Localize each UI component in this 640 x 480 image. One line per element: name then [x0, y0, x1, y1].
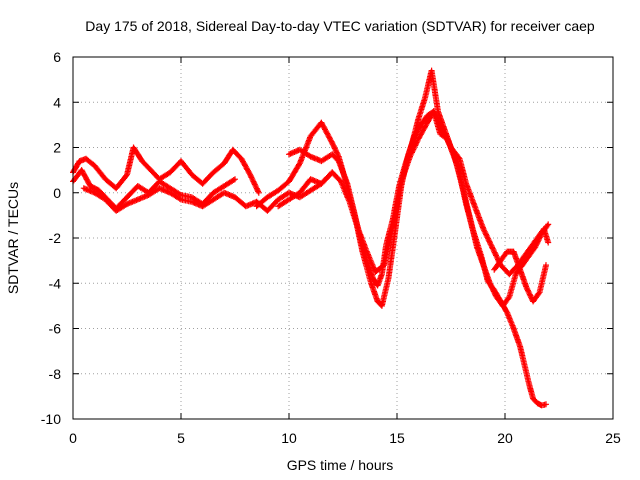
x-axis-label: GPS time / hours: [287, 457, 394, 473]
y-tick-label: -6: [49, 321, 62, 337]
x-tick-label: 15: [389, 430, 405, 446]
series-markers: [253, 108, 552, 309]
y-tick-label: 4: [53, 94, 61, 110]
y-tick-label: -10: [41, 411, 61, 427]
series-markers: [80, 169, 336, 214]
x-tick-label: 20: [497, 430, 513, 446]
axis-ticks-layer: 0 5 10 15 20 25 -10 -8 -6 -4 -2 0 2 4 6: [41, 49, 621, 446]
x-tick-label: 0: [69, 430, 77, 446]
y-tick-label: -8: [49, 366, 62, 382]
data-series-layer: [70, 67, 552, 409]
series-3: [80, 169, 336, 214]
y-axis-label: SDTVAR / TECUs: [5, 182, 21, 294]
grid-layer: [73, 57, 613, 419]
x-tick-label: 25: [605, 430, 621, 446]
series-markers: [491, 248, 549, 305]
y-tick-label: 6: [53, 49, 61, 65]
x-tick-label: 5: [177, 430, 185, 446]
series-markers: [275, 108, 549, 409]
series-4: [253, 108, 552, 309]
y-tick-label: 0: [53, 185, 61, 201]
chart-title: Day 175 of 2018, Sidereal Day-to-day VTE…: [85, 18, 595, 34]
x-tick-label: 10: [281, 430, 297, 446]
y-tick-label: -4: [49, 275, 62, 291]
series-6: [275, 108, 549, 409]
y-tick-label: 2: [53, 140, 61, 156]
series-7: [491, 248, 549, 305]
y-tick-label: -2: [49, 230, 62, 246]
